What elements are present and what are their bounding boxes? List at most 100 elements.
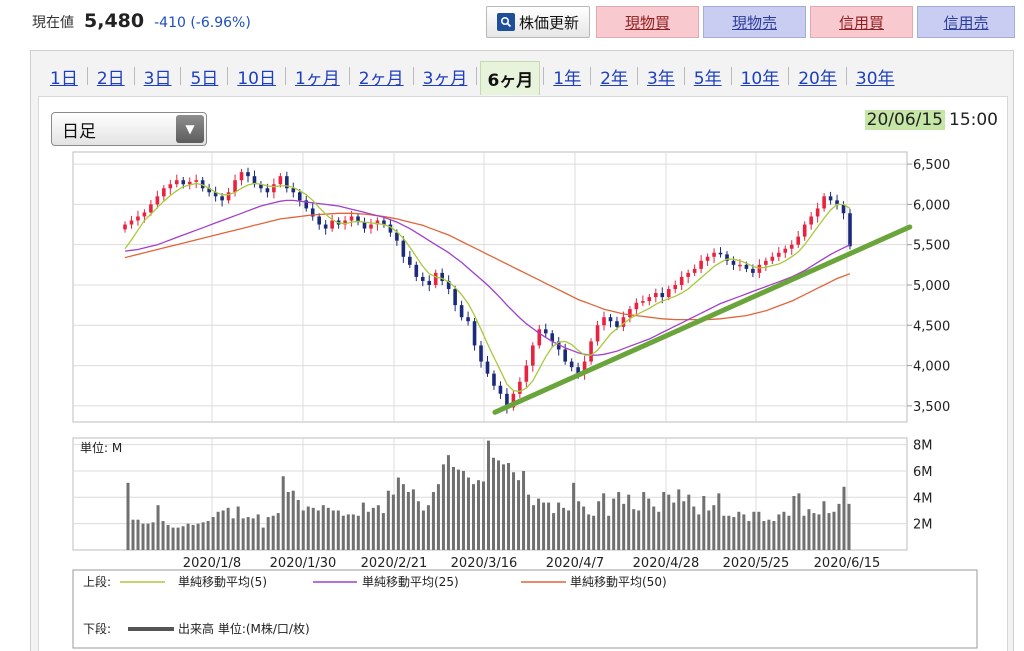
- chart-timestamp: 20/06/15 15:00: [864, 110, 998, 130]
- candle-body: [194, 180, 199, 182]
- candle-body: [518, 381, 522, 394]
- candle-body: [278, 176, 283, 185]
- volume-bar: [602, 493, 606, 550]
- volume-bar: [542, 502, 546, 550]
- tab-3[interactable]: 5日: [190, 68, 219, 89]
- tab-6[interactable]: 2ヶ月: [358, 68, 404, 89]
- tab-14[interactable]: 20年: [798, 68, 837, 89]
- volume-bar: [847, 503, 851, 550]
- tab-7[interactable]: 3ヶ月: [422, 68, 468, 89]
- candle-body: [349, 216, 354, 221]
- candle-body: [796, 236, 801, 245]
- tab-1[interactable]: 2日: [96, 68, 125, 89]
- candle-body: [356, 216, 360, 223]
- candle-body: [149, 204, 153, 213]
- candle-body: [505, 393, 509, 408]
- price-change: -410 (-6.96%): [154, 15, 251, 31]
- x-tick-label: 2020/5/25: [723, 556, 790, 571]
- volume-bar: [226, 507, 230, 550]
- volume-bar: [436, 484, 440, 550]
- volume-bar: [156, 505, 160, 550]
- volume-bar: [502, 464, 506, 550]
- tab-13[interactable]: 10年: [740, 68, 780, 89]
- candle-body: [705, 256, 710, 261]
- candle-body: [259, 184, 263, 189]
- candle-body: [654, 293, 658, 298]
- tab-5[interactable]: 1ヶ月: [294, 68, 340, 89]
- volume-bar: [261, 527, 265, 550]
- timestamp-date: 20/06/15: [864, 110, 945, 130]
- candle-body: [187, 181, 192, 185]
- volume-bar: [221, 510, 225, 550]
- candle-body: [485, 361, 490, 374]
- volume-bar: [211, 517, 215, 550]
- margin-buy-button[interactable]: 信用買: [810, 6, 913, 38]
- volume-bar: [722, 515, 726, 550]
- candle-body: [563, 349, 567, 362]
- cash-buy-button[interactable]: 現物買: [596, 6, 699, 38]
- volume-bar: [281, 476, 285, 550]
- ma5-line: [124, 182, 851, 393]
- refresh-icon: [496, 13, 515, 31]
- volume-bar: [792, 495, 796, 550]
- volume-bar: [527, 494, 531, 550]
- tab-9[interactable]: 1年: [553, 68, 582, 89]
- volume-bar: [311, 507, 315, 550]
- candle-body: [660, 293, 665, 298]
- volume-bar: [181, 526, 185, 550]
- candle-body: [369, 224, 373, 229]
- price-y-label: 4,500: [913, 319, 950, 334]
- candle-body: [304, 200, 309, 209]
- volume-bar: [747, 521, 751, 550]
- tab-10[interactable]: 2年: [600, 68, 628, 89]
- volume-bar: [787, 515, 791, 550]
- volume-bar: [376, 505, 380, 550]
- volume-bar: [487, 440, 490, 550]
- volume-bar: [316, 510, 320, 550]
- volume-bar: [822, 501, 826, 550]
- candle-period-value: 日足: [62, 121, 96, 142]
- candle-body: [725, 254, 729, 261]
- volume-bar: [401, 484, 405, 550]
- tab-11[interactable]: 3年: [646, 68, 675, 89]
- candle-body: [543, 329, 548, 334]
- candle-body: [317, 216, 321, 225]
- margin-sell-button[interactable]: 信用売: [917, 6, 1015, 38]
- candle-period-select[interactable]: 日足 ▼: [51, 112, 207, 146]
- volume-bar: [426, 505, 430, 550]
- x-tick-label: 2020/1/30: [270, 556, 337, 571]
- candle-body: [453, 289, 457, 306]
- volume-bar: [572, 482, 576, 550]
- tab-8[interactable]: 6ヶ月: [480, 61, 541, 95]
- price-y-label: 6,000: [913, 198, 950, 213]
- volume-bar: [772, 521, 776, 550]
- tab-separator: [683, 67, 685, 85]
- candle-body: [239, 172, 244, 181]
- tab-12[interactable]: 5年: [693, 68, 722, 89]
- tab-15[interactable]: 30年: [855, 68, 895, 89]
- candle-body: [666, 289, 671, 298]
- tab-0[interactable]: 1日: [50, 68, 78, 89]
- candle-body: [738, 264, 742, 267]
- candle-body: [731, 260, 736, 265]
- volume-bar: [171, 527, 175, 550]
- candle-body: [757, 264, 762, 273]
- volume-bar: [396, 477, 400, 550]
- volume-bar: [562, 507, 566, 550]
- tab-separator: [636, 67, 638, 85]
- volume-bar: [592, 515, 596, 550]
- volume-bar: [642, 492, 646, 550]
- candle-body: [323, 224, 328, 229]
- tab-4[interactable]: 10日: [237, 68, 276, 89]
- candle-body: [718, 252, 723, 255]
- candle-body: [408, 256, 412, 265]
- volume-bar: [451, 466, 455, 550]
- tab-separator: [180, 67, 182, 85]
- tab-2[interactable]: 3日: [143, 68, 172, 89]
- cash-sell-button[interactable]: 現物売: [703, 6, 806, 38]
- refresh-price-button[interactable]: 株価更新: [486, 6, 590, 38]
- candle-body: [479, 345, 483, 362]
- volume-bar: [251, 518, 255, 550]
- price-y-label: 3,500: [913, 400, 950, 415]
- tab-separator: [284, 67, 286, 85]
